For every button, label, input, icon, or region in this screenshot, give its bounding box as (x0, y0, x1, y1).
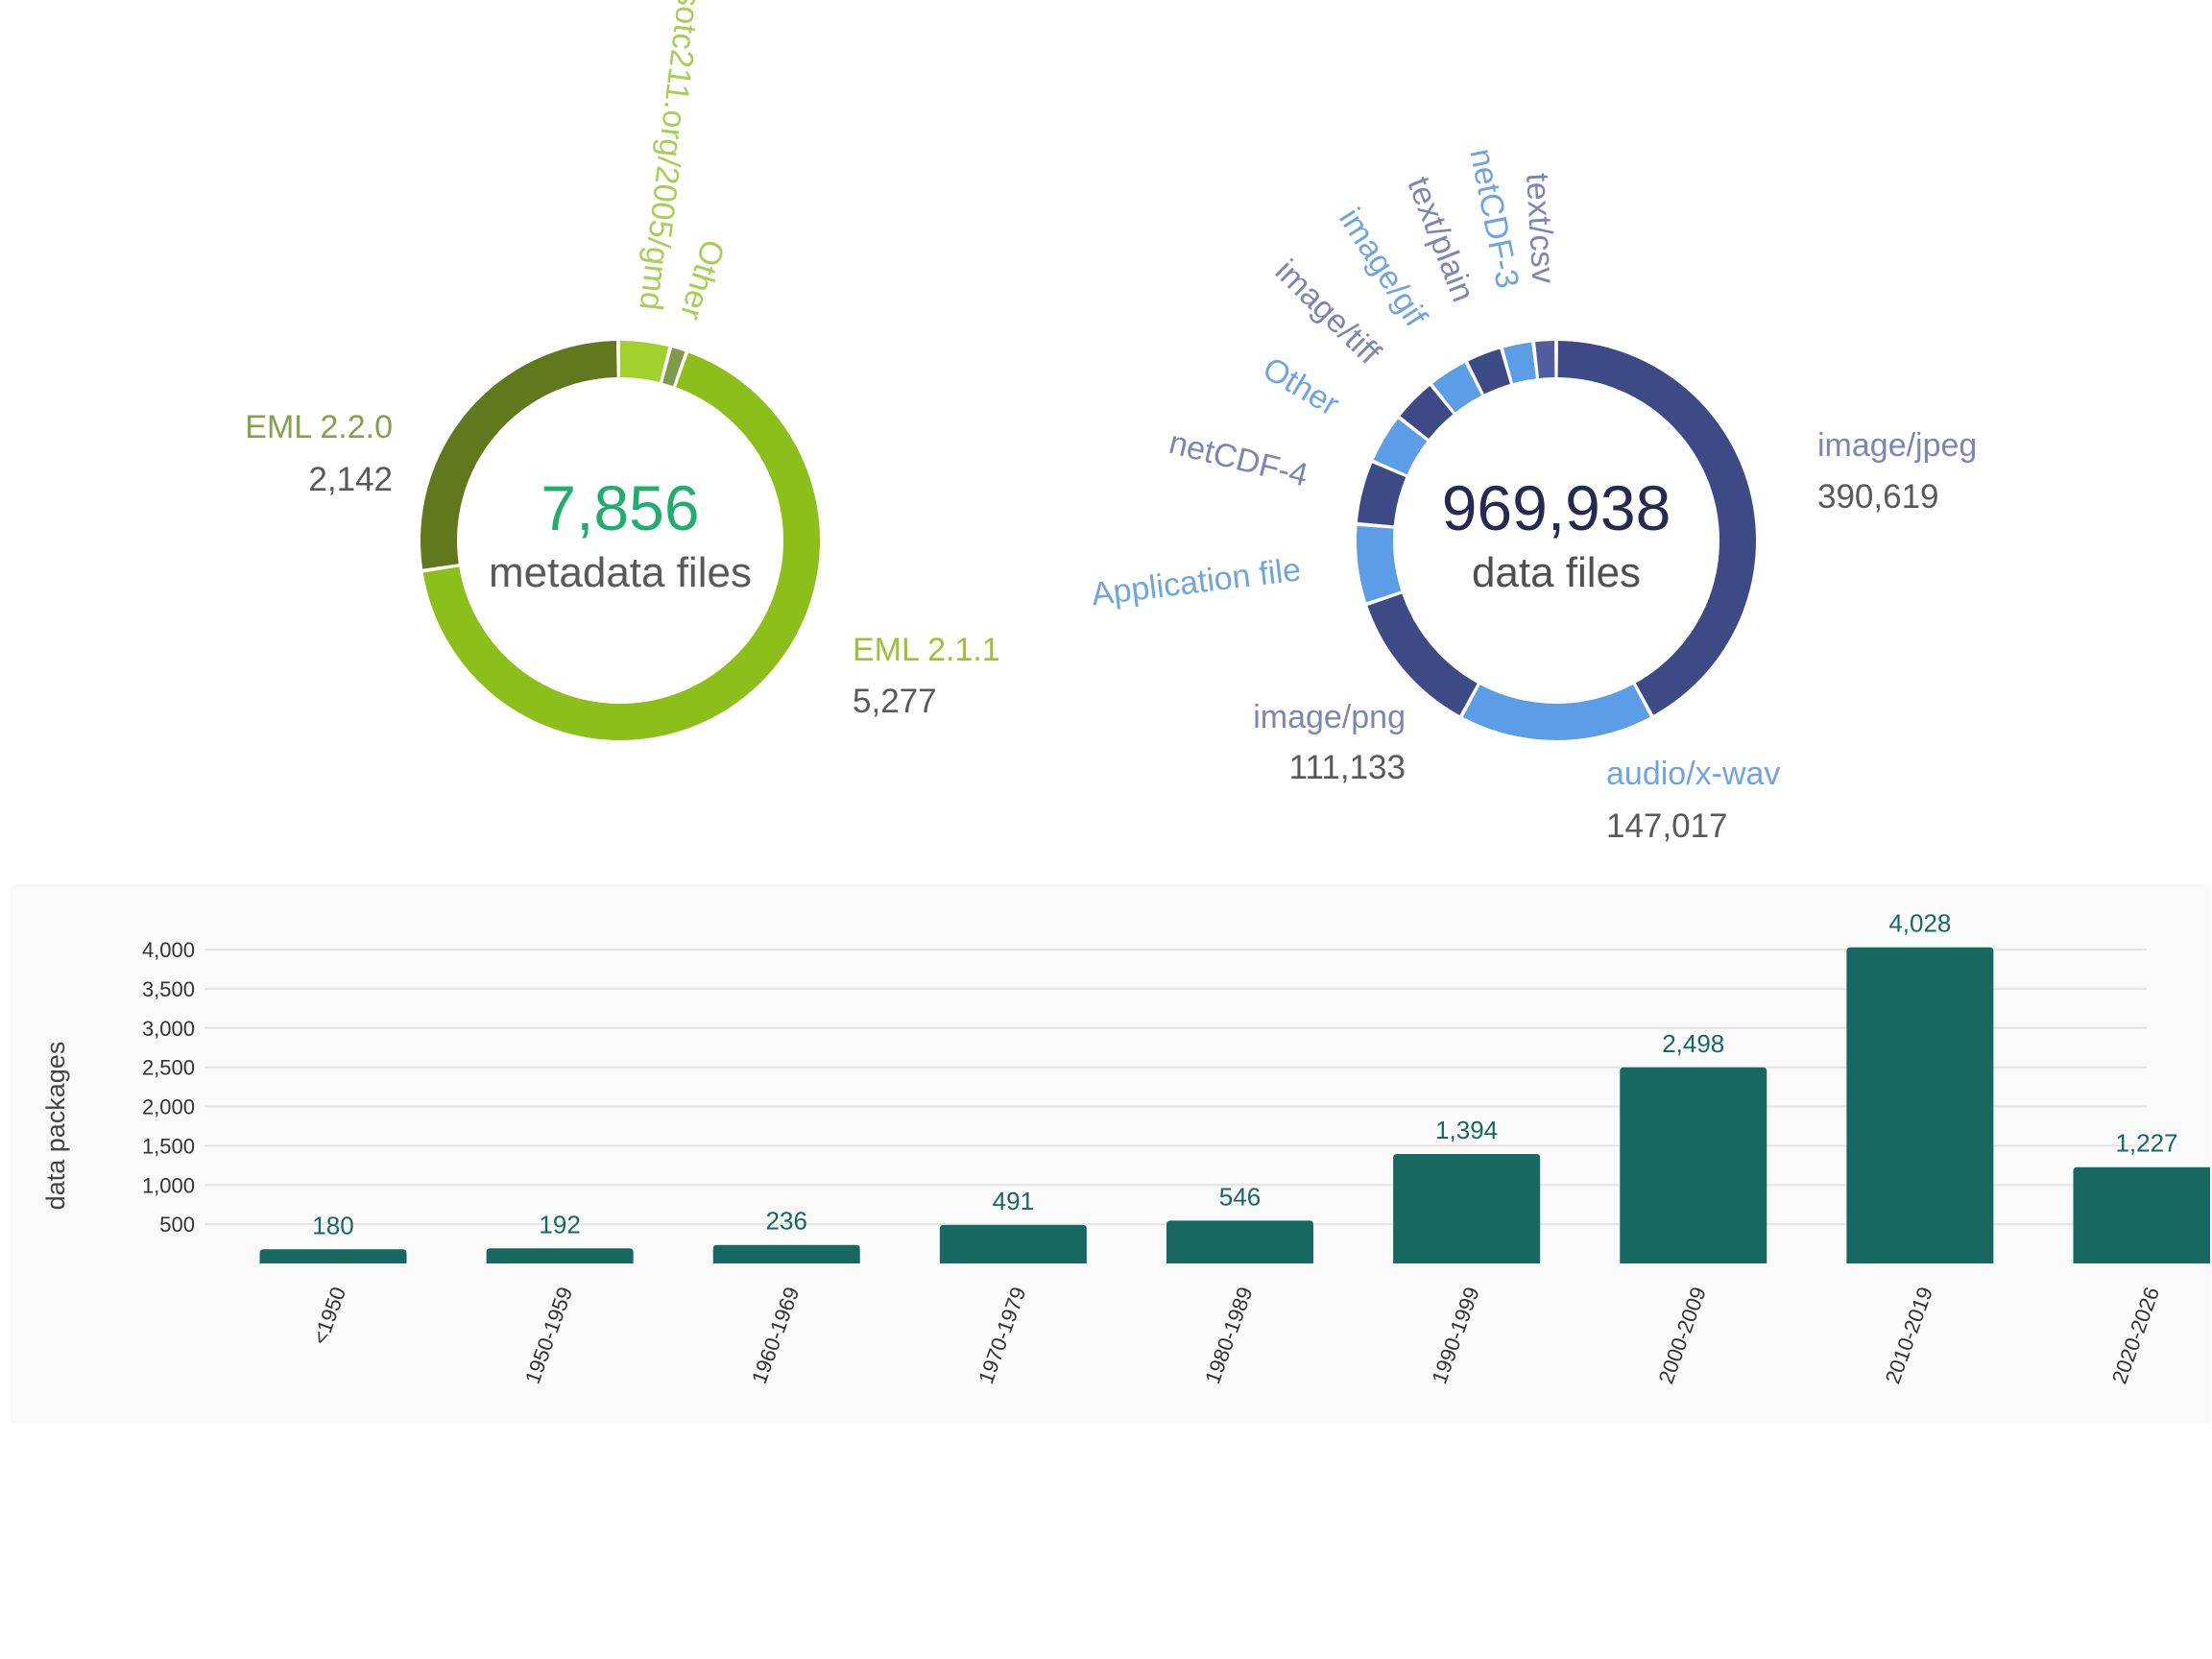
bar-2000-2009 (1620, 1067, 1767, 1263)
x-tick-label: <1950 (308, 1284, 351, 1348)
bar-2020-2026 (2073, 1166, 2210, 1263)
bar-value-label: 192 (539, 1210, 580, 1238)
bar-1990-1999 (1393, 1154, 1541, 1263)
bar-value-label: 491 (993, 1187, 1034, 1215)
x-tick-label: 2020-2026 (2107, 1284, 2164, 1386)
bar-1970-1979 (939, 1224, 1087, 1263)
donut-slice-image-png (1367, 593, 1478, 716)
bar-chart: 500 1,000 1,500 2,000 2,500 3,000 3,500 4,000 da… (41, 909, 2210, 1387)
x-tick-label: 1950-1959 (520, 1284, 577, 1386)
donut-label-application-file: Application file (1090, 551, 1303, 613)
y-tick-label: 4,000 (142, 938, 195, 962)
donut-label-audio-x-wav: audio/x-wav (1606, 756, 1780, 792)
x-tick-label: 1980-1989 (1200, 1284, 1257, 1386)
bar-value-label: 4,028 (1888, 909, 1951, 938)
x-tick-label: 2010-2019 (1881, 1284, 1937, 1386)
donut-value-eml-2-2-0: 2,142 (308, 461, 393, 498)
donut-label-text-csv: text/csv (1519, 172, 1562, 284)
grid-lines (204, 949, 2147, 1226)
bar-2010-2019 (1846, 947, 1994, 1263)
y-tick-label: 3,000 (142, 1017, 195, 1041)
bar-1960-1969 (712, 1244, 860, 1263)
donut-slice-netcdf-3 (1503, 342, 1536, 384)
donut-label-other: Other (1257, 350, 1346, 423)
donut-center-label: metadata files (489, 549, 752, 596)
y-tick-label: 2,500 (142, 1056, 195, 1080)
donut-chart-data-files: image/jpeg 390,619 audio/x-wav 147,017 image… (1090, 145, 1978, 845)
bar-value-label: 236 (766, 1207, 807, 1236)
donut-slice-text-plain (1468, 349, 1510, 395)
y-tick-label: 1,000 (142, 1173, 195, 1197)
bar-1980-1989 (1166, 1220, 1313, 1263)
bars: 180 <1950 192 1950-1959 236 1960-1969 491 1970-… (259, 909, 2210, 1387)
donut-value-eml-2-1-1: 5,277 (853, 683, 937, 720)
bar-value-label: 180 (312, 1211, 353, 1239)
donut-center-label: data files (1472, 549, 1641, 596)
donut-slice-isotc211-org-2005-gmd (619, 341, 669, 383)
donut-slice-text-csv (1535, 341, 1555, 378)
donut-center-value: 7,856 (541, 472, 699, 543)
x-tick-label: 1970-1979 (974, 1284, 1030, 1386)
donut-label-image-jpeg: image/jpeg (1817, 427, 1977, 464)
bar-1950-1959 (486, 1248, 634, 1263)
donut-label-eml-2-1-1: EML 2.1.1 (853, 632, 1000, 668)
donut-slice-other (1373, 419, 1428, 475)
x-tick-label: 1960-1969 (747, 1284, 804, 1386)
donut-value-audio-x-wav: 147,017 (1606, 807, 1728, 845)
bar-value-label: 2,498 (1662, 1029, 1724, 1058)
donut-value-image-jpeg: 390,619 (1817, 478, 1939, 516)
donut-center-value: 969,938 (1442, 472, 1671, 543)
bar-value-label: 1,394 (1435, 1116, 1498, 1144)
donut-slice-application-file (1357, 525, 1402, 603)
bar-1950 (259, 1249, 407, 1263)
y-tick-label: 2,000 (142, 1095, 195, 1119)
donut-label-other: Other (672, 235, 731, 324)
bar-value-label: 1,227 (2115, 1129, 2177, 1158)
donut-slice-image-jpeg (1557, 341, 1756, 715)
x-tick-label: 1990-1999 (1427, 1284, 1483, 1386)
donut-label-netcdf-4: netCDF-4 (1166, 424, 1311, 494)
donut-label-eml-2-2-0: EML 2.2.0 (245, 409, 393, 445)
y-tick-label: 1,500 (142, 1134, 195, 1158)
bar-value-label: 546 (1219, 1182, 1261, 1211)
donut-value-image-png: 111,133 (1289, 749, 1406, 786)
bar-chart-panel: 500 1,000 1,500 2,000 2,500 3,000 3,500 4,000 da… (11, 884, 2210, 1424)
y-tick-label: 500 (159, 1213, 195, 1237)
donut-slice-netcdf-4 (1357, 463, 1407, 526)
donut-slice-eml-2-2-0 (420, 341, 617, 569)
donut-slice-audio-x-wav (1462, 685, 1650, 740)
donut-slice-other (662, 348, 685, 387)
donut-slice-image-gif (1432, 363, 1482, 413)
y-axis-label: data packages (41, 1042, 70, 1211)
donut-slice-image-tiff (1400, 386, 1454, 439)
x-tick-label: 2000-2009 (1653, 1284, 1710, 1386)
donut-label-image-png: image/png (1253, 699, 1406, 735)
y-tick-label: 3,500 (142, 977, 195, 1001)
